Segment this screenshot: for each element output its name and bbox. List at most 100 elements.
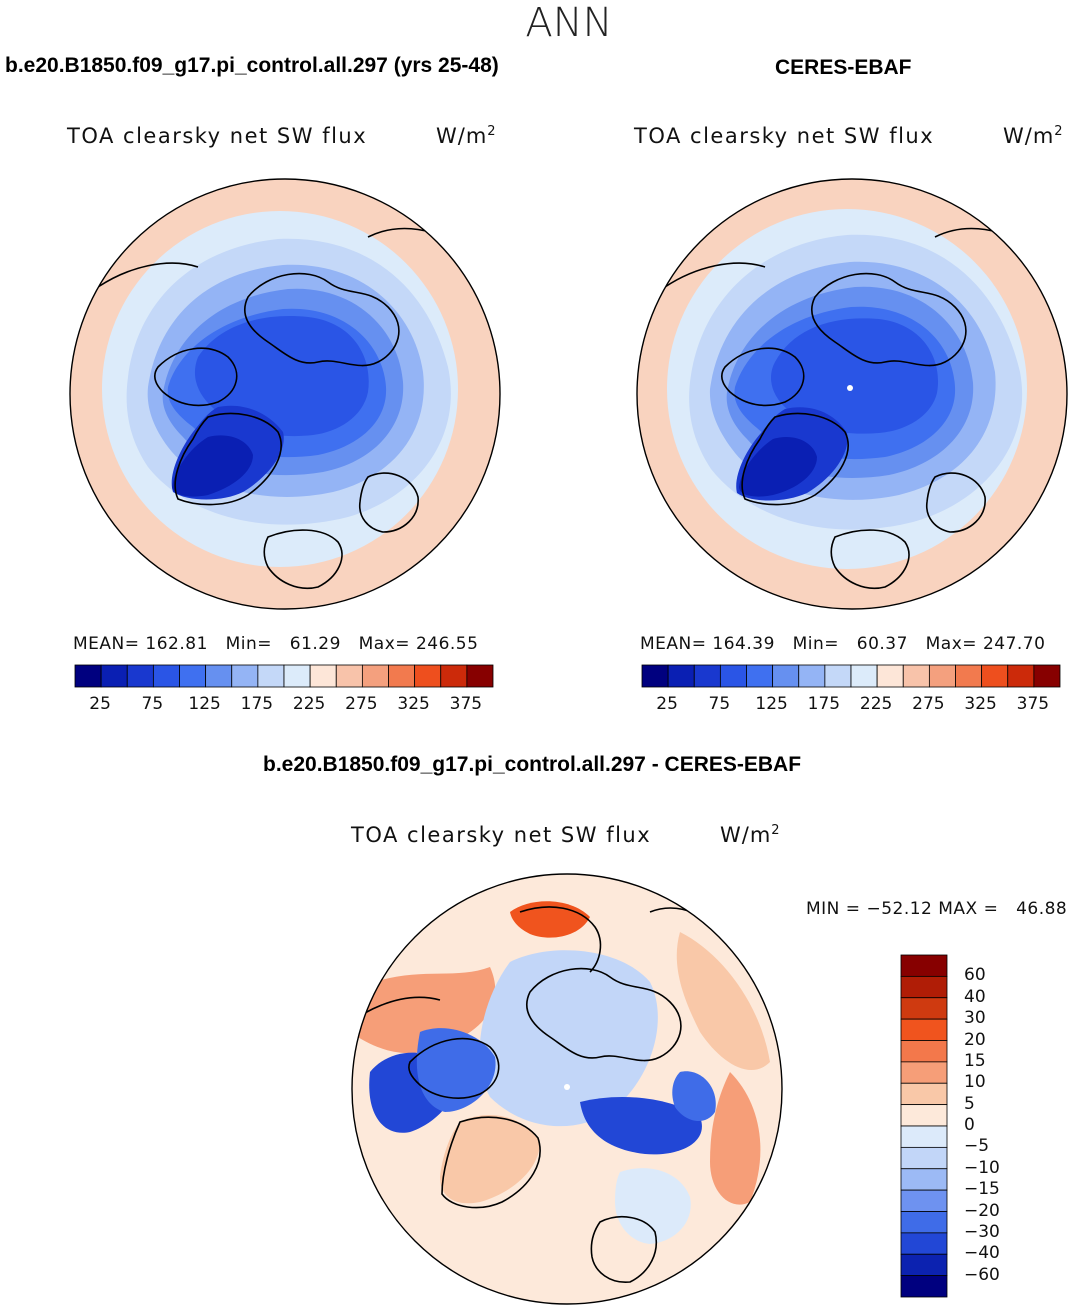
units-diff: W/m2 (720, 823, 781, 847)
colorbar-swatch (466, 664, 494, 688)
colorbar-swatch (900, 954, 948, 977)
colorbar-swatch (126, 664, 154, 688)
colorbar-tick-label: −60 (964, 1264, 1000, 1285)
contour-band (676, 932, 770, 1071)
colorbar-swatch (900, 1211, 948, 1234)
contour-band (771, 318, 939, 434)
season-title: ANN (525, 0, 613, 46)
case-title-obs: CERES-EBAF (775, 56, 912, 79)
coastline (664, 262, 766, 288)
colorbar-swatch (1007, 664, 1035, 688)
mean-value: 164.39 (712, 634, 775, 654)
colorbar-ticks-obs: 25 75 125 175 225 275 325 375 (641, 694, 1061, 718)
colorbar-swatch (900, 1253, 948, 1277)
map-outline (636, 178, 1068, 610)
coastline (243, 272, 400, 367)
colorbar-tick-label: 75 (141, 694, 164, 714)
coastline (263, 529, 343, 589)
colorbar-swatch (641, 664, 669, 688)
colorbar-tick-label: −40 (964, 1243, 1000, 1264)
coastline (153, 347, 238, 407)
colorbar-swatch (772, 664, 800, 688)
contour-band (440, 1114, 540, 1204)
colorbar-tick-label: 60 (964, 965, 986, 986)
colorbar-swatch (231, 664, 259, 688)
colorbar-swatch (74, 664, 102, 688)
coastline (441, 1116, 541, 1209)
colorbar-tick-label: −20 (964, 1200, 1000, 1221)
min-value: 61.29 (289, 634, 341, 654)
colorbar-swatch (900, 1125, 948, 1148)
colorbar-tick-label: −5 (964, 1136, 990, 1157)
polar-map-model (69, 178, 501, 610)
colorbar-tick-label: 25 (89, 694, 111, 714)
colorbar-obs (641, 664, 1061, 688)
colorbar-swatch (414, 664, 442, 688)
colorbar-swatch (900, 975, 948, 999)
colorbar-swatch (900, 1061, 948, 1084)
colorbar-swatch (798, 664, 826, 688)
mean-value: 162.81 (145, 634, 208, 654)
colorbar-swatch (900, 1232, 948, 1255)
colorbar-tick-label: 175 (240, 694, 274, 714)
contour-band (672, 1071, 716, 1122)
colorbar-tick-label: 175 (807, 694, 841, 714)
colorbar-ticks-diff: 60 40 30 20 15 10 5 0 −5 −10 −15 −20 −30 −40 −60 (960, 954, 1040, 1300)
colorbar-tick-label: 375 (449, 694, 483, 714)
coastline (590, 1216, 657, 1283)
contour-band (580, 1097, 702, 1155)
colorbar-swatch (981, 664, 1009, 688)
colorbar-tick-label: −30 (964, 1221, 1000, 1242)
colorbar-swatch (850, 664, 878, 688)
colorbar-tick-label: 5 (964, 1093, 975, 1114)
polar-map-obs (636, 178, 1068, 610)
colorbar-swatch (257, 664, 285, 688)
contour-band (416, 1028, 496, 1112)
colorbar-tick-label: 15 (964, 1050, 986, 1071)
colorbar-tick-label: −15 (964, 1179, 1000, 1200)
colorbar-swatch (283, 664, 311, 688)
coastline (525, 967, 682, 1062)
contour-band (710, 1072, 761, 1205)
colorbar-tick-label: 225 (292, 694, 326, 714)
colorbar-tick-label: 225 (859, 694, 893, 714)
polar-map-diff (351, 873, 783, 1305)
colorbar-swatch (719, 664, 747, 688)
colorbar-swatch (900, 997, 948, 1020)
coastline (358, 472, 419, 533)
coastline (97, 262, 199, 288)
contour-band (194, 316, 369, 437)
diff-range-text: MIN = −52.12 MAX = 46.88 (806, 899, 1068, 919)
colorbar-tick-label: 30 (964, 1008, 986, 1029)
colorbar-swatch (902, 664, 930, 688)
max-value: 247.70 (982, 634, 1046, 654)
min-value: 60.37 (856, 634, 908, 654)
plot-title-diff: TOA clearsky net SW flux (351, 823, 652, 847)
colorbar-swatch (693, 664, 721, 688)
colorbar-model (74, 664, 494, 688)
colorbar-swatch (205, 664, 233, 688)
colorbar-tick-label: 275 (345, 694, 378, 714)
colorbar-swatch (388, 664, 416, 688)
colorbar-swatch (335, 664, 363, 688)
colorbar-swatch (309, 664, 337, 688)
units-model: W/m2 (436, 124, 497, 148)
max-value: 246.55 (415, 634, 479, 654)
coastline (810, 272, 967, 367)
colorbar-swatch (1033, 664, 1061, 688)
colorbar-swatch (900, 1082, 948, 1106)
case-title-model: b.e20.B1850.f09_g17.pi_control.all.297 (… (5, 54, 499, 77)
colorbar-tick-label: 20 (964, 1029, 986, 1050)
coastline (720, 347, 805, 407)
max-label: Max= (358, 634, 411, 654)
coastline (741, 412, 849, 506)
colorbar-swatch (900, 1275, 948, 1298)
colorbar-tick-label: 75 (708, 694, 731, 714)
coastline (408, 1037, 500, 1099)
max-label: Max= (925, 634, 978, 654)
colorbar-swatch (928, 664, 956, 688)
contour-band (172, 435, 253, 497)
min-label: Min= (225, 634, 273, 654)
colorbar-swatch (152, 664, 180, 688)
colorbar-swatch (824, 664, 852, 688)
